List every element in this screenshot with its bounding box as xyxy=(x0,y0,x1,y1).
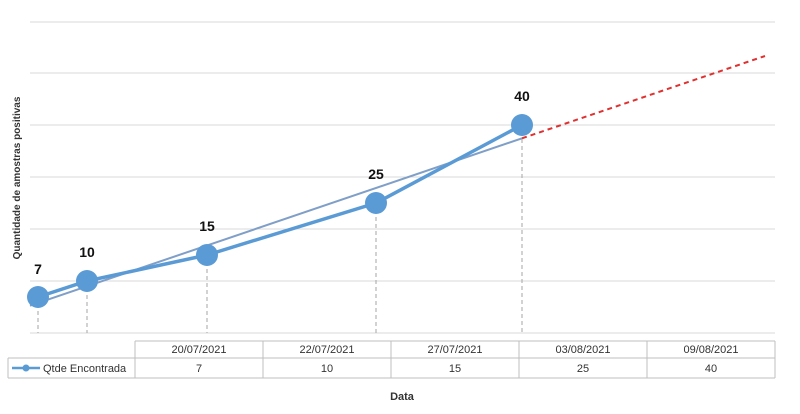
data-point xyxy=(511,114,533,136)
series-line xyxy=(37,123,523,299)
legend-label: Qtde Encontrada xyxy=(43,363,127,375)
y-axis-label: Quantidade de amostras positivas xyxy=(12,96,23,259)
table-column-header: 27/07/2021 xyxy=(427,344,482,356)
table-cell: 40 xyxy=(705,363,717,375)
data-label: 40 xyxy=(514,88,530,104)
table-cell: 10 xyxy=(321,363,333,375)
table-cell: 7 xyxy=(196,363,202,375)
data-label: 10 xyxy=(79,244,95,260)
trendline xyxy=(29,55,766,307)
series-qtde-encontrada xyxy=(27,114,533,308)
data-label: 25 xyxy=(368,166,384,182)
legend-marker xyxy=(22,364,30,372)
table-cell: 25 xyxy=(577,363,589,375)
table-column-header: 20/07/2021 xyxy=(171,344,226,356)
data-point xyxy=(365,192,387,214)
data-point xyxy=(196,244,218,266)
data-labels: 7 10 15 25 40 xyxy=(34,88,530,277)
data-table: 20/07/2021 22/07/2021 27/07/2021 03/08/2021… xyxy=(7,340,776,379)
data-point xyxy=(27,286,49,308)
table-column-header: 03/08/2021 xyxy=(555,344,610,356)
gridlines xyxy=(30,21,775,334)
table-column-header: 22/07/2021 xyxy=(299,344,354,356)
table-cell: 15 xyxy=(449,363,461,375)
trendline-segment xyxy=(29,137,523,307)
data-label: 15 xyxy=(199,218,215,234)
table-column-header: 09/08/2021 xyxy=(683,344,738,356)
x-axis-label: Data xyxy=(390,391,415,403)
data-label: 7 xyxy=(34,261,42,277)
data-point xyxy=(76,270,98,292)
trendline-projection xyxy=(521,55,766,140)
